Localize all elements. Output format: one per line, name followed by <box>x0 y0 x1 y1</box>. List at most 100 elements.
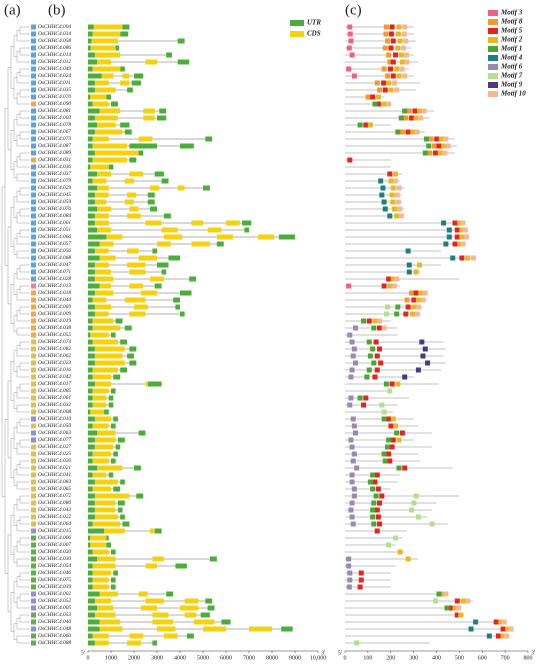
motif <box>370 514 376 520</box>
cds <box>177 185 185 191</box>
motif <box>393 52 399 58</box>
legend-swatch <box>290 31 304 37</box>
motif <box>411 297 417 303</box>
utr <box>88 199 95 205</box>
motif <box>431 143 437 149</box>
utr <box>113 486 121 492</box>
cds <box>143 108 155 114</box>
motif <box>394 276 400 282</box>
motif <box>433 150 439 156</box>
cds <box>90 94 107 100</box>
cds <box>163 633 178 639</box>
utr <box>88 437 95 443</box>
motif <box>439 591 445 597</box>
utr <box>88 577 93 583</box>
utr <box>88 493 95 499</box>
cds <box>92 318 114 324</box>
motif <box>395 129 401 135</box>
motif <box>441 143 447 149</box>
clade-marker <box>31 325 36 331</box>
motif <box>399 430 405 436</box>
gene-label: OsCHHC4.053 <box>38 612 71 618</box>
motif <box>433 598 439 604</box>
gene-label: OsCHHC4.004 <box>38 24 71 30</box>
utr <box>120 122 130 128</box>
utr <box>88 94 91 100</box>
cds <box>163 234 183 240</box>
motif <box>374 507 380 513</box>
clade-marker <box>31 157 36 163</box>
motif <box>402 108 408 114</box>
utr <box>157 115 167 121</box>
gene-label: OsCHHC4.066 <box>38 234 71 240</box>
utr <box>203 185 210 191</box>
clade-marker <box>31 430 36 436</box>
cds <box>129 283 144 289</box>
utr <box>117 437 125 443</box>
motif <box>351 346 357 352</box>
motif <box>379 192 385 198</box>
utr <box>88 122 98 128</box>
motif <box>370 472 376 478</box>
motif <box>495 633 501 639</box>
utr <box>88 353 95 359</box>
utr <box>88 241 100 247</box>
utr <box>104 409 109 415</box>
motif <box>381 451 387 457</box>
motif <box>454 612 460 618</box>
motif <box>417 262 423 268</box>
cds <box>124 297 146 303</box>
gene-label: OsCHHC4.057 <box>38 241 71 247</box>
motif <box>501 619 507 625</box>
motif <box>387 458 393 464</box>
motif <box>395 199 401 205</box>
legend-label: Motif 5 <box>500 27 523 35</box>
end-label: 5' <box>81 650 85 656</box>
gene-label: OsCHHC4.023 <box>38 360 71 366</box>
motif <box>423 136 429 142</box>
motif <box>391 283 397 289</box>
motif <box>348 38 354 44</box>
cds <box>138 136 153 142</box>
cds <box>99 108 121 114</box>
utr <box>129 157 137 163</box>
motif <box>374 353 380 359</box>
motif <box>394 430 400 436</box>
cds <box>94 640 109 646</box>
utr <box>152 248 157 254</box>
utr <box>88 423 93 429</box>
gene-label: OsCHHC4.079 <box>38 178 71 184</box>
cds <box>94 514 118 520</box>
gene-label: OsCHHC4.042 <box>38 374 71 380</box>
clade-marker <box>31 528 36 534</box>
cds <box>94 311 109 317</box>
utr <box>111 577 116 583</box>
utr <box>136 493 144 499</box>
clade-marker <box>31 423 36 429</box>
motif <box>396 465 402 471</box>
legend-swatch <box>488 28 498 34</box>
motif <box>374 528 380 534</box>
clade-marker <box>31 255 36 261</box>
cds <box>92 66 121 72</box>
utr <box>117 500 125 506</box>
cds <box>104 528 125 534</box>
legend-label: Motif 2 <box>500 36 523 44</box>
motif <box>372 101 378 107</box>
gene-label: OsCHHC4.035 <box>38 87 71 93</box>
motif <box>404 59 410 65</box>
utr <box>88 563 93 569</box>
motif <box>401 45 407 51</box>
clade-marker <box>31 150 36 156</box>
motif <box>383 31 389 37</box>
motif <box>382 45 388 51</box>
gene-label: OsCHHC4.054 <box>38 563 71 569</box>
motif <box>389 24 395 30</box>
motif <box>420 353 426 359</box>
utr <box>157 262 169 268</box>
motif <box>403 38 409 44</box>
utr <box>106 542 111 548</box>
utr <box>88 290 95 296</box>
utr <box>111 584 116 590</box>
